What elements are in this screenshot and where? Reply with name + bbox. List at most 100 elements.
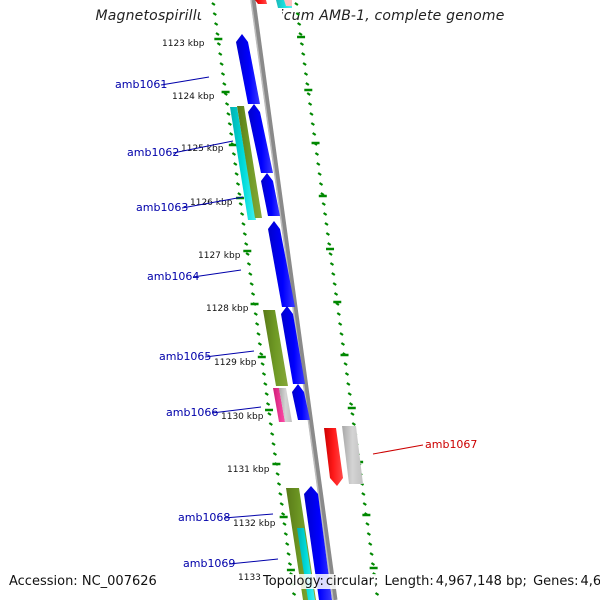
tick-dot: [271, 442, 276, 446]
tick-label: 1124 kbp: [172, 92, 215, 102]
tick-dot: [351, 422, 356, 426]
gene-label-amb1064[interactable]: amb1064: [147, 270, 199, 283]
tick-dot: [268, 422, 273, 426]
gene-olive-1[interactable]: [237, 106, 262, 218]
tick-dot: [310, 122, 315, 126]
tick-label: 1128 kbp: [206, 304, 249, 314]
tick-dot: [264, 392, 269, 396]
tick-dot: [215, 32, 220, 36]
tick-dot: [299, 42, 304, 46]
tick-dot: [286, 552, 291, 556]
gene-amb1067[interactable]: [324, 428, 343, 486]
tick-dot: [218, 52, 223, 56]
gene-amb1061[interactable]: [236, 34, 260, 104]
tick-dot: [260, 362, 265, 366]
tick-label: 1131 kbp: [227, 465, 270, 475]
tick-dot: [237, 192, 242, 196]
tick-dot: [339, 332, 344, 336]
tick-dot: [282, 522, 287, 526]
tick-dot: [263, 382, 268, 386]
tick-dot: [331, 272, 336, 276]
tick-label: 1129 kbp: [214, 358, 257, 368]
tick-dot: [246, 262, 252, 266]
gene-leader-line: [372, 444, 424, 455]
tick-dot: [256, 332, 261, 336]
gene-cyan-1[interactable]: [230, 107, 256, 220]
gene-label-amb1069[interactable]: amb1069: [183, 557, 235, 570]
gene-features: [230, 34, 363, 600]
gene-leader-line: [192, 269, 242, 278]
tick-dot: [303, 72, 309, 76]
gene-leader-line: [181, 196, 244, 209]
map-title: Magnetospirillum magneticum AMB-1, compl…: [95, 8, 505, 24]
tick-dot: [220, 72, 226, 76]
length-value: 4,967,148 bp;: [435, 574, 527, 589]
gene-label-amb1061[interactable]: amb1061: [115, 78, 167, 91]
tick-dot: [325, 232, 330, 236]
gene-label-amb1067[interactable]: amb1067: [425, 438, 477, 451]
tick-dot: [336, 312, 341, 316]
gene-label-amb1062[interactable]: amb1062: [127, 146, 179, 159]
gene-amb1068[interactable]: [304, 486, 332, 600]
gene-leader-line: [211, 406, 262, 414]
tick-dot: [212, 12, 217, 16]
tick-dot: [350, 412, 355, 416]
gene-amb1066[interactable]: [292, 384, 310, 420]
tick-dot: [329, 262, 335, 266]
tick-dot: [302, 62, 307, 66]
tick-dot: [318, 182, 324, 186]
tick-dot: [222, 82, 227, 86]
tick-label: 1123 kbp: [162, 39, 205, 49]
tick-label: 1127 kbp: [198, 251, 241, 261]
tick-label: 1130 kbp: [221, 412, 264, 422]
genome-backbone: [250, 0, 338, 600]
tick-dot: [214, 22, 219, 26]
gene-gray-1[interactable]: [279, 388, 292, 422]
tick-dot: [333, 292, 339, 296]
tick-dot: [291, 592, 297, 596]
gene-label-amb1066[interactable]: amb1066: [166, 406, 218, 419]
tick-dot: [369, 552, 374, 556]
gene-label-amb1065[interactable]: amb1065: [159, 350, 211, 363]
gene-amb1064[interactable]: [268, 221, 295, 307]
tick-dot: [340, 342, 345, 346]
gene-leader-line: [228, 558, 279, 565]
tick-dot: [321, 202, 326, 206]
gene-leader-line: [223, 513, 274, 519]
tick-dot: [324, 222, 329, 226]
gene-amb1065[interactable]: [281, 306, 305, 384]
tick-dot: [317, 172, 322, 176]
tick-dot: [297, 22, 302, 26]
tick-dot: [211, 2, 216, 6]
tick-dot: [362, 502, 367, 506]
gene-olive-2[interactable]: [263, 310, 288, 386]
tick-dot: [368, 542, 373, 546]
tick-dot: [219, 62, 224, 66]
gene-amb1063[interactable]: [261, 173, 280, 216]
tick-dot: [348, 402, 354, 406]
gene-amb1062[interactable]: [248, 104, 273, 173]
tick-dot: [276, 482, 282, 486]
tick-dot: [223, 92, 228, 96]
tick-label: 1132 kbp: [233, 519, 276, 529]
gene-label-amb1068[interactable]: amb1068: [178, 511, 230, 524]
tick-dot: [238, 202, 243, 206]
genes-label: Genes:: [533, 574, 579, 589]
tick-dot: [306, 92, 311, 96]
tick-dot: [235, 182, 241, 186]
tick-dot: [229, 132, 234, 136]
tick-dot: [216, 42, 221, 46]
tick-dot: [226, 112, 231, 116]
gene-label-amb1063[interactable]: amb1063: [136, 201, 188, 214]
gene-pink[interactable]: [273, 388, 285, 422]
tick-dot: [332, 282, 337, 286]
tick-dot: [233, 162, 238, 166]
topology-value: circular;: [325, 574, 379, 589]
tick-dot: [301, 52, 306, 56]
feature-top-clipped: [255, 0, 292, 8]
gene-gray-2[interactable]: [342, 426, 363, 484]
tick-dot: [265, 402, 271, 406]
tick-dot: [365, 522, 370, 526]
tick-dot: [346, 382, 351, 386]
